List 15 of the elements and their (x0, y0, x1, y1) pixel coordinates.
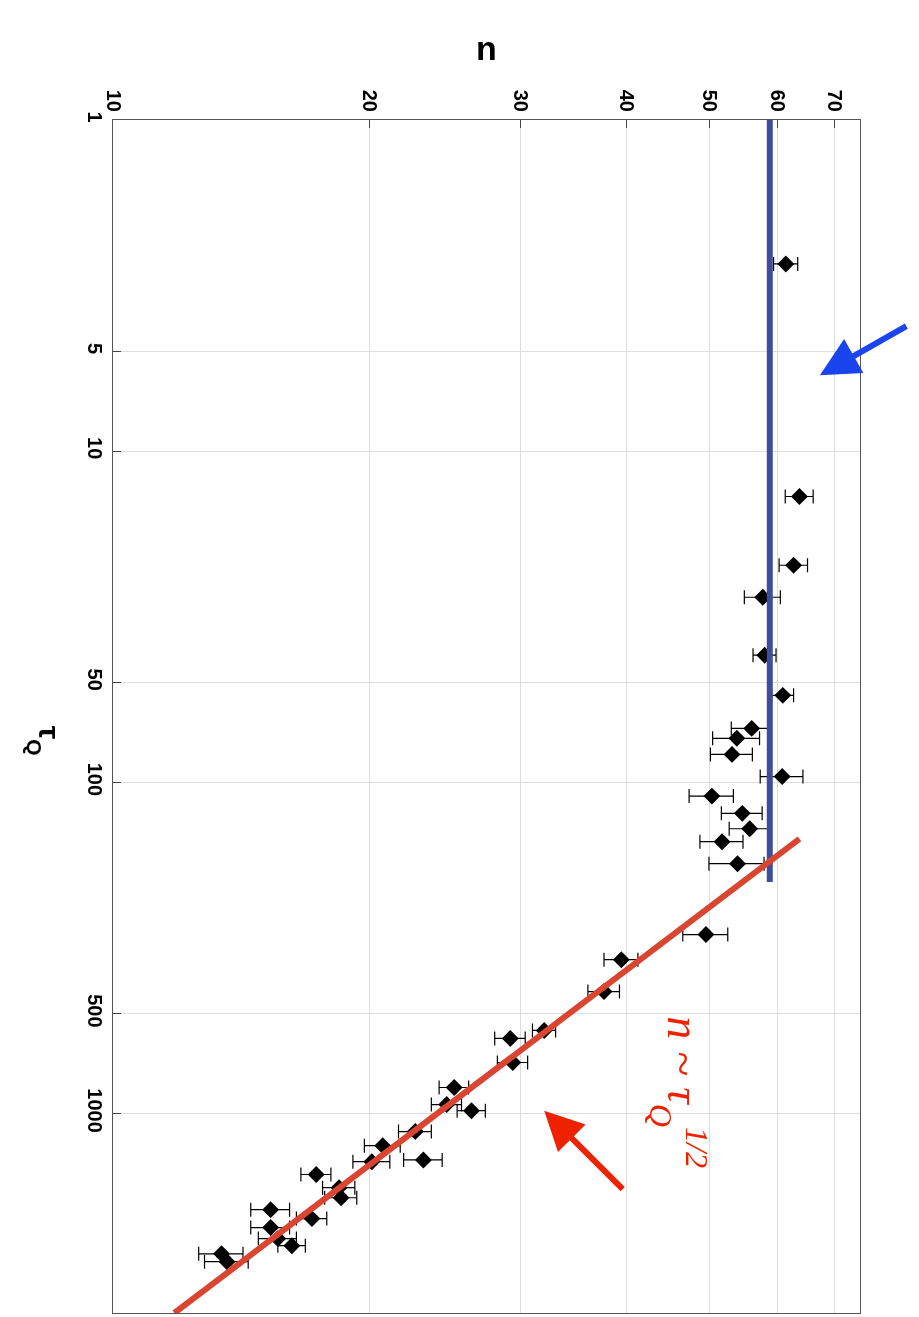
x-tick-label: 40 (616, 89, 639, 112)
x-tick-label: 20 (359, 89, 382, 112)
x-tick-label: 30 (509, 89, 532, 112)
x-axis-title: n (476, 29, 497, 68)
y-tick-label: 10 (84, 437, 106, 460)
y-tick-label: 1 (84, 111, 106, 123)
x-tick-label: 70 (823, 89, 846, 112)
y-tick-label: 500 (84, 994, 106, 1028)
y-tick-label: 50 (84, 668, 106, 691)
x-tick-label: 10 (102, 89, 125, 112)
y-tick-label: 100 (84, 762, 106, 797)
y-tick-label: 5 (84, 342, 106, 355)
y-tick-label: 1000 (84, 1088, 106, 1133)
x-tick-label: 50 (699, 89, 722, 112)
x-tick-label: 60 (766, 89, 789, 112)
